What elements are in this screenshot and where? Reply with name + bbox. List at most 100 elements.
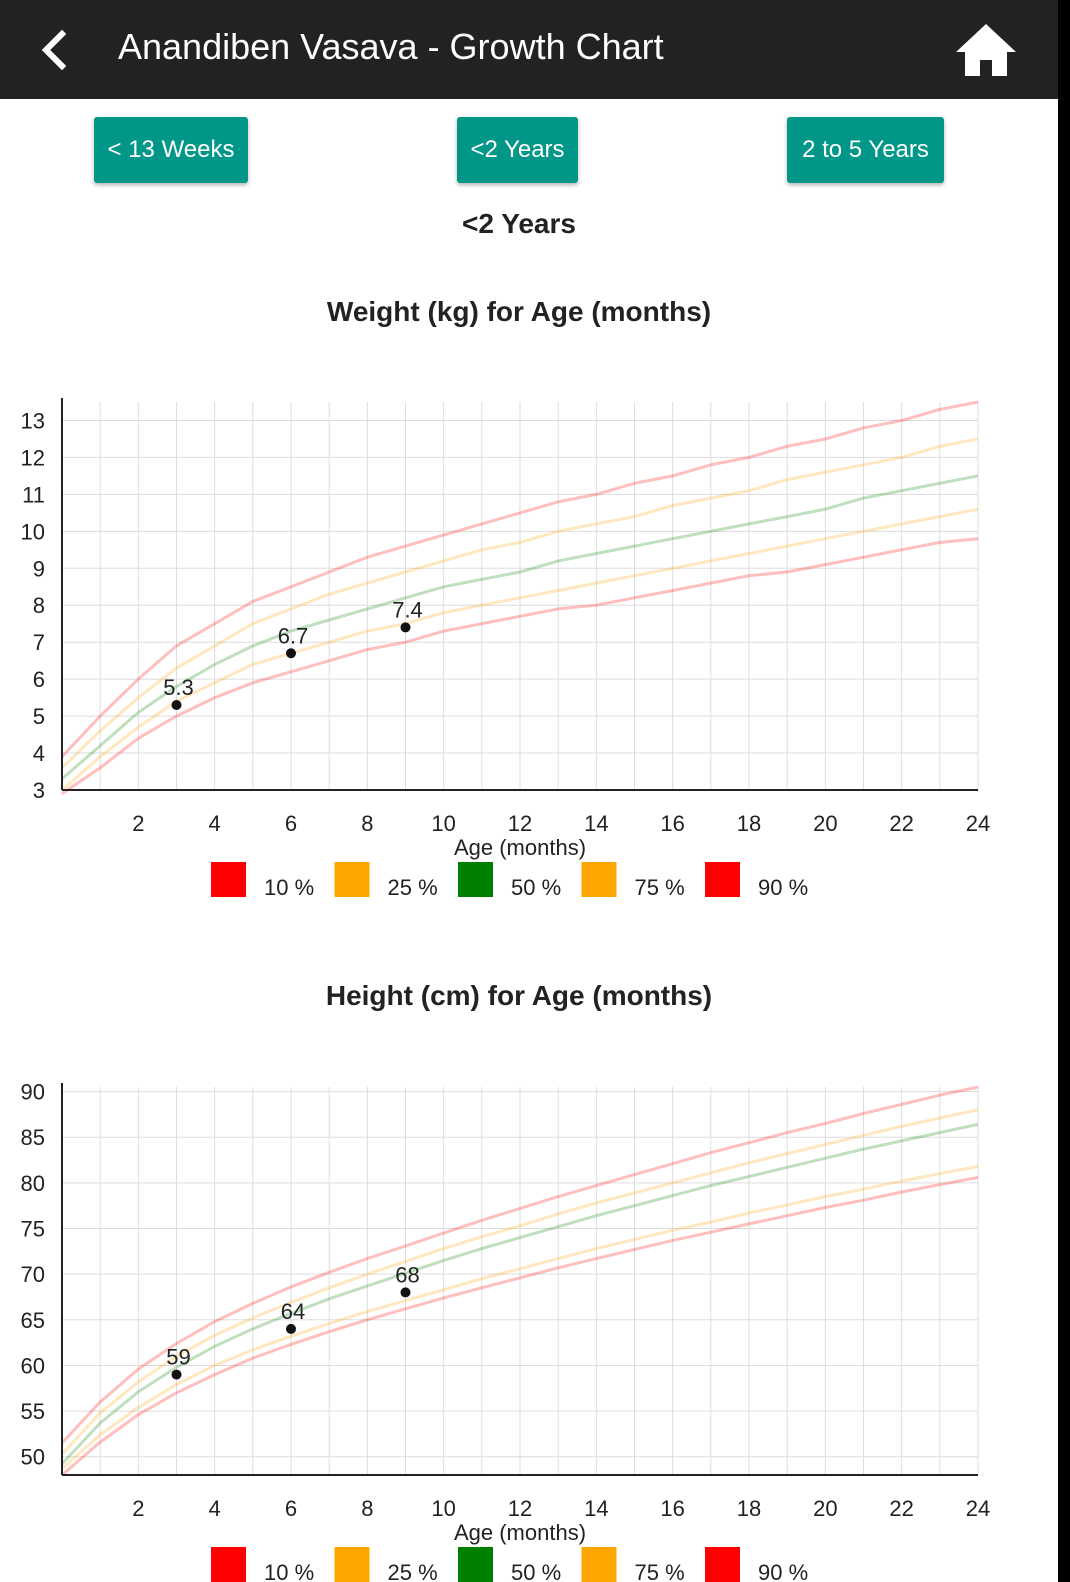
x-tick-label: 20 — [813, 1496, 837, 1521]
chevron-left-icon — [41, 29, 67, 71]
legend-swatch — [458, 1547, 493, 1582]
x-tick-label: 16 — [660, 811, 684, 836]
x-axis-label: Age (months) — [454, 835, 586, 860]
y-tick-label: 9 — [33, 556, 45, 581]
data-label: 5.3 — [163, 675, 194, 700]
x-tick-label: 18 — [737, 1496, 761, 1521]
legend-label: 75 % — [635, 1560, 685, 1582]
y-tick-label: 65 — [21, 1308, 45, 1333]
data-label: 59 — [166, 1345, 190, 1370]
range-button-13-weeks[interactable]: < 13 Weeks — [94, 117, 248, 183]
data-label: 7.4 — [392, 597, 423, 622]
legend-label: 25 % — [388, 875, 438, 900]
back-button[interactable] — [30, 20, 80, 80]
legend-label: 90 % — [758, 1560, 808, 1582]
grid — [62, 1087, 979, 1475]
y-tick-label: 8 — [33, 593, 45, 618]
data-label: 64 — [281, 1299, 305, 1324]
x-tick-label: 4 — [209, 1496, 221, 1521]
legend-label: 25 % — [388, 1560, 438, 1582]
series-line-4 — [60, 1085, 979, 1445]
x-tick-label: 18 — [737, 811, 761, 836]
x-tick-label: 12 — [508, 811, 532, 836]
legend-label: 50 % — [511, 875, 561, 900]
page-title: Anandiben Vasava - Growth Chart — [118, 26, 664, 67]
y-tick-label: 12 — [21, 445, 45, 470]
x-tick-label: 24 — [966, 1496, 990, 1521]
y-tick-label: 7 — [33, 630, 45, 655]
x-tick-label: 4 — [209, 811, 221, 836]
data-point — [400, 622, 411, 633]
legend-swatch — [581, 862, 617, 897]
grid — [62, 402, 979, 791]
legend-swatch — [581, 1547, 617, 1582]
x-tick-label: 12 — [508, 1496, 532, 1521]
legend-swatch — [705, 862, 740, 897]
weight-chart-title: Weight (kg) for Age (months) — [326, 296, 712, 327]
x-tick-label: 10 — [431, 1496, 455, 1521]
legend-swatch — [705, 1547, 740, 1582]
data-label: 6.7 — [278, 623, 309, 648]
series-line-1 — [61, 507, 979, 792]
y-tick-label: 4 — [33, 741, 45, 766]
app-bar: Anandiben Vasava - Growth Chart — [0, 0, 1058, 99]
series-line-1 — [61, 1164, 979, 1470]
legend-label: 90 % — [758, 875, 808, 900]
range-title: <2 Years — [462, 208, 576, 239]
legend-swatch — [211, 862, 246, 897]
data-point — [171, 1369, 182, 1380]
y-tick-label: 60 — [21, 1353, 45, 1378]
legend: 10 % 25 % 50 % 75 % 90 % — [211, 862, 808, 900]
x-tick-label: 22 — [889, 1496, 913, 1521]
range-button-2-years[interactable]: <2 Years — [457, 117, 578, 183]
legend-label: 10 % — [264, 875, 314, 900]
data-point — [286, 648, 296, 659]
legend-swatch — [334, 862, 370, 897]
data-label: 68 — [395, 1262, 419, 1287]
x-tick-label: 16 — [660, 1496, 684, 1521]
series-line-4 — [60, 400, 979, 758]
y-tick-label: 85 — [21, 1125, 45, 1150]
y-tick-label: 6 — [33, 667, 45, 692]
series-line-0 — [61, 537, 979, 795]
y-tick-label: 55 — [21, 1399, 45, 1424]
y-tick-label: 11 — [22, 482, 45, 507]
x-tick-label: 8 — [361, 811, 373, 836]
y-tick-label: 5 — [33, 704, 45, 729]
x-tick-label: 2 — [132, 1496, 144, 1521]
series-line-0 — [61, 1175, 979, 1477]
x-tick-label: 6 — [285, 811, 297, 836]
y-tick-label: 3 — [33, 778, 45, 803]
x-tick-label: 8 — [361, 1496, 373, 1521]
y-tick-label: 80 — [21, 1171, 45, 1196]
series-line-2 — [61, 474, 979, 781]
x-tick-label: 14 — [584, 811, 608, 836]
legend-label: 50 % — [511, 1560, 561, 1582]
range-button-2-to-5-years[interactable]: 2 to 5 Years — [787, 117, 944, 183]
x-tick-label: 20 — [813, 811, 837, 836]
y-tick-label: 70 — [21, 1262, 45, 1287]
legend-label: 75 % — [635, 875, 685, 900]
data-point — [286, 1323, 296, 1334]
height-chart-title: Height (cm) for Age (months) — [325, 980, 713, 1011]
series-line-3 — [60, 1108, 979, 1456]
data-point — [400, 1287, 411, 1298]
x-tick-label: 6 — [285, 1496, 297, 1521]
legend-swatch — [458, 862, 493, 897]
y-tick-label: 13 — [21, 408, 45, 433]
x-axis-label: Age (months) — [454, 1520, 586, 1545]
x-tick-label: 22 — [889, 811, 913, 836]
x-tick-label: 24 — [966, 811, 990, 836]
home-button[interactable] — [950, 18, 1022, 82]
series-line-2 — [60, 1122, 979, 1466]
legend: 10 % 25 % 50 % 75 % 90 % — [211, 1547, 808, 1582]
x-tick-label: 2 — [132, 811, 144, 836]
x-tick-label: 10 — [431, 811, 455, 836]
y-tick-label: 90 — [21, 1080, 45, 1105]
legend-label: 10 % — [264, 1560, 314, 1582]
home-icon — [956, 24, 1016, 76]
y-tick-label: 10 — [21, 519, 45, 544]
y-tick-label: 50 — [21, 1445, 45, 1470]
